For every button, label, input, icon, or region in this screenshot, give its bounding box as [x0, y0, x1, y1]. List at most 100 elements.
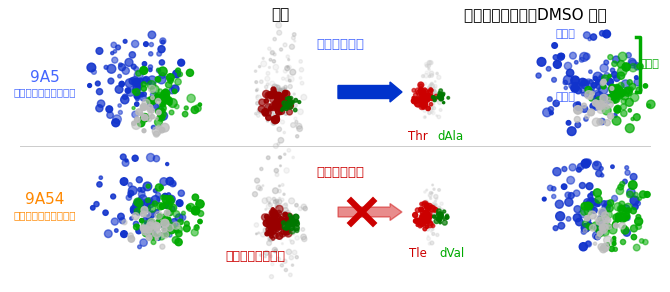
Circle shape: [161, 102, 165, 107]
Circle shape: [557, 53, 564, 60]
Circle shape: [267, 225, 272, 230]
Circle shape: [298, 207, 302, 211]
Circle shape: [553, 168, 561, 176]
Circle shape: [638, 197, 641, 200]
Circle shape: [427, 222, 433, 227]
Circle shape: [278, 156, 281, 159]
Circle shape: [431, 211, 433, 213]
Circle shape: [427, 220, 431, 223]
Circle shape: [138, 78, 143, 83]
Circle shape: [187, 204, 195, 211]
Circle shape: [277, 204, 282, 209]
Circle shape: [432, 89, 436, 93]
Circle shape: [432, 205, 435, 208]
Circle shape: [602, 224, 607, 230]
Circle shape: [128, 194, 131, 197]
Circle shape: [115, 86, 123, 93]
Circle shape: [274, 113, 277, 116]
Circle shape: [140, 206, 145, 211]
Circle shape: [612, 242, 616, 246]
Circle shape: [634, 79, 641, 86]
Circle shape: [588, 89, 594, 94]
Circle shape: [423, 215, 426, 218]
Circle shape: [191, 206, 200, 215]
Circle shape: [115, 229, 118, 232]
Circle shape: [148, 65, 153, 69]
Circle shape: [439, 94, 443, 98]
Circle shape: [586, 224, 592, 230]
Circle shape: [625, 166, 628, 170]
Circle shape: [131, 40, 139, 48]
Circle shape: [420, 103, 425, 109]
Circle shape: [140, 67, 147, 74]
Circle shape: [134, 93, 140, 99]
Circle shape: [129, 186, 137, 195]
Circle shape: [299, 60, 302, 63]
Circle shape: [149, 232, 157, 240]
Circle shape: [594, 242, 596, 245]
Circle shape: [419, 87, 423, 91]
Circle shape: [586, 204, 594, 212]
Circle shape: [272, 220, 279, 228]
Circle shape: [592, 97, 600, 105]
Circle shape: [431, 92, 433, 93]
Circle shape: [270, 90, 275, 94]
Circle shape: [139, 201, 144, 206]
Circle shape: [279, 97, 284, 102]
Circle shape: [607, 225, 612, 229]
Circle shape: [285, 213, 293, 220]
Circle shape: [289, 102, 292, 105]
Circle shape: [270, 81, 275, 86]
Circle shape: [286, 249, 291, 255]
Circle shape: [273, 228, 277, 233]
Circle shape: [446, 214, 448, 217]
Circle shape: [269, 217, 275, 223]
Circle shape: [430, 91, 434, 95]
Circle shape: [634, 76, 638, 79]
Circle shape: [440, 96, 442, 98]
Circle shape: [422, 201, 428, 207]
Circle shape: [196, 200, 204, 208]
Circle shape: [439, 94, 442, 98]
Circle shape: [256, 102, 259, 105]
Circle shape: [584, 202, 592, 210]
Circle shape: [170, 180, 176, 187]
Circle shape: [275, 173, 279, 176]
Circle shape: [583, 229, 587, 232]
Circle shape: [167, 197, 174, 205]
Circle shape: [268, 215, 274, 222]
Circle shape: [269, 66, 271, 68]
Circle shape: [119, 81, 125, 87]
Circle shape: [144, 199, 151, 206]
Circle shape: [619, 207, 627, 214]
Circle shape: [626, 53, 631, 58]
Circle shape: [610, 86, 614, 91]
Circle shape: [427, 217, 429, 220]
Circle shape: [175, 239, 182, 246]
Circle shape: [290, 215, 295, 219]
Circle shape: [425, 215, 430, 219]
Circle shape: [580, 243, 588, 251]
Circle shape: [129, 52, 135, 58]
Circle shape: [172, 89, 177, 94]
Circle shape: [150, 92, 157, 98]
Circle shape: [293, 108, 297, 112]
Circle shape: [424, 216, 429, 221]
Circle shape: [596, 170, 602, 177]
Circle shape: [178, 219, 183, 225]
Circle shape: [600, 81, 605, 86]
Circle shape: [620, 205, 625, 210]
Circle shape: [132, 207, 135, 211]
Circle shape: [586, 183, 593, 190]
Circle shape: [147, 219, 155, 226]
Circle shape: [138, 187, 142, 192]
Circle shape: [275, 221, 279, 226]
Circle shape: [273, 65, 279, 70]
Circle shape: [438, 218, 442, 222]
Circle shape: [625, 170, 630, 175]
Circle shape: [421, 101, 427, 107]
Circle shape: [160, 204, 164, 208]
Circle shape: [426, 212, 432, 218]
Circle shape: [173, 211, 180, 217]
Text: 水中: 水中: [271, 7, 289, 22]
